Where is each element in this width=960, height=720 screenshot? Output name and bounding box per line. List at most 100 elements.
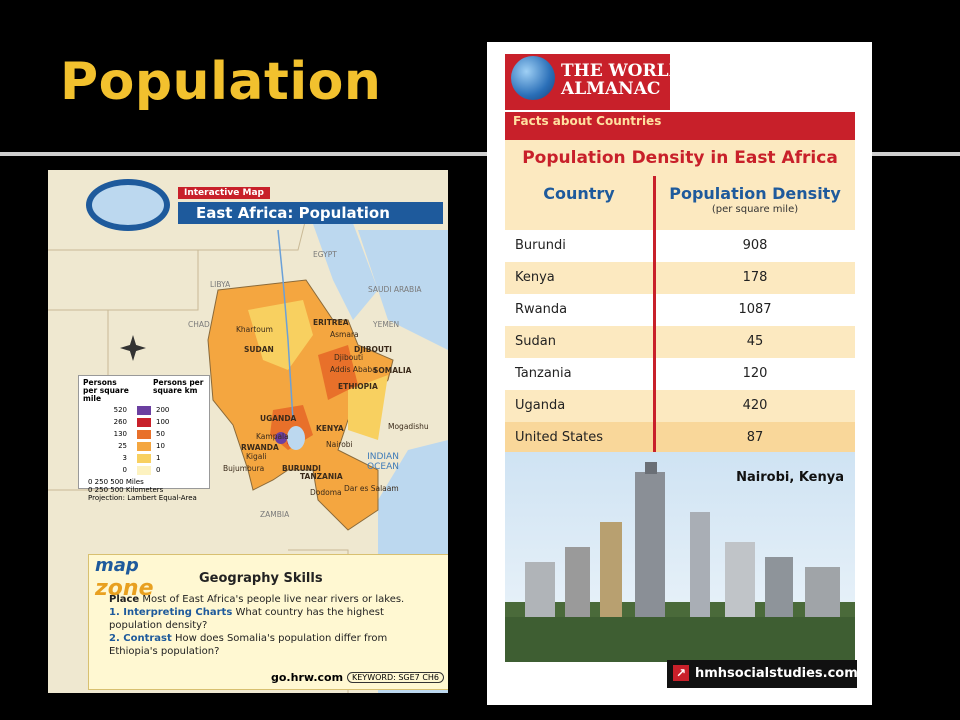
- table-row: United States 87: [505, 422, 855, 454]
- city-djibouti: Djibouti: [334, 353, 364, 362]
- q2-text: How does Somalia's population differ fro…: [109, 633, 388, 657]
- row-country: Tanzania: [515, 366, 572, 381]
- q1-text: What country has the highest population …: [109, 607, 384, 631]
- label-kenya: KENYA: [316, 424, 344, 433]
- mapzone-logo: map zone: [95, 555, 154, 601]
- legend-value-km: 50: [156, 430, 165, 438]
- map-footer-keyword: KEYWORD: SGE7 CH6: [347, 672, 445, 683]
- row-density: 908: [742, 238, 768, 253]
- legend-swatch: [137, 442, 151, 451]
- row-country: Sudan: [515, 334, 556, 349]
- label-yemen: YEMEN: [373, 320, 400, 329]
- scale-miles: 0 250 500 Miles: [88, 478, 144, 486]
- legend-value-km: 0: [156, 466, 161, 474]
- mapzone-box: map zone Geography Skills Place Most of E…: [88, 554, 448, 669]
- col-country: Country: [543, 184, 615, 203]
- almanac-subtitle: Facts about Countries: [505, 112, 855, 130]
- map-scale: 0 250 500 Miles 0 250 500 Kilometers Pro…: [88, 478, 197, 502]
- city-addis-ababa: Addis Ababa: [330, 365, 377, 374]
- almanac-brand: THE WORLD ALMANAC: [561, 62, 683, 98]
- label-eritrea: ERITREA: [313, 318, 349, 327]
- label-chad: CHAD: [188, 320, 210, 329]
- mapzone-logo-top: map: [95, 555, 139, 576]
- scale-km: 0 250 500 Kilometers: [88, 486, 164, 494]
- legend-swatch: [137, 418, 151, 427]
- legend-swatch: [137, 466, 151, 475]
- globe-icon: [511, 56, 555, 100]
- legend-value-mile: 25: [118, 442, 127, 450]
- row-country: United States: [515, 430, 604, 445]
- city-nairobi: Nairobi: [326, 440, 353, 449]
- row-density: 1087: [738, 302, 772, 317]
- map-panel: Interactive Map East Africa: Population …: [48, 170, 448, 693]
- legend-header-km: Persons per square km: [153, 378, 204, 395]
- map-legend: Persons per square mile Persons per squa…: [78, 375, 210, 489]
- row-country: Kenya: [515, 270, 555, 285]
- label-zambia: ZAMBIA: [260, 510, 290, 519]
- label-burundi: BURUNDI: [282, 464, 321, 473]
- almanac-footer-url[interactable]: hmhsocialstudies.com: [695, 666, 858, 681]
- almanac-bar: [505, 130, 855, 140]
- city-kampala: Kampala: [256, 432, 289, 441]
- almanac-footer: ↗ hmhsocialstudies.com: [667, 660, 858, 688]
- map-footer: go.hrw.com KEYWORD: SGE7 CH6: [88, 667, 448, 690]
- city-mogadishu: Mogadishu: [388, 422, 429, 431]
- place-text: Most of East Africa's people live near r…: [142, 594, 405, 605]
- row-density: 87: [746, 430, 764, 445]
- q1-label: 1. Interpreting Charts: [109, 607, 233, 618]
- label-egypt: EGYPT: [313, 250, 337, 259]
- label-somalia: SOMALIA: [373, 366, 412, 375]
- legend-swatch: [137, 430, 151, 439]
- table-row: Rwanda 1087: [505, 294, 855, 326]
- row-density: 178: [742, 270, 768, 285]
- label-rwanda: RWANDA: [241, 443, 279, 452]
- label-djibouti: DJIBOUTI: [354, 345, 392, 354]
- table-header: Country Population Density (per square m…: [505, 176, 855, 230]
- mapzone-logo-bottom: zone: [95, 576, 154, 601]
- almanac-brand-bottom: ALMANAC: [561, 79, 661, 99]
- place-label: Place: [109, 594, 140, 605]
- slide-title: Population: [60, 52, 382, 112]
- q2-label: 2. Contrast: [109, 633, 172, 644]
- row-density: 45: [746, 334, 764, 349]
- city-bujumbura: Bujumbura: [223, 464, 265, 473]
- map-footer-url[interactable]: go.hrw.com: [271, 671, 344, 684]
- city-dodoma: Dodoma: [310, 488, 342, 497]
- legend-value-mile: 260: [113, 418, 127, 426]
- almanac-brand-top: THE WORLD: [561, 61, 684, 81]
- table-title: Population Density in East Africa: [505, 140, 855, 176]
- legend-value-km: 1: [156, 454, 161, 462]
- interactive-map-tag: Interactive Map: [178, 187, 270, 199]
- row-country: Burundi: [515, 238, 566, 253]
- label-sudan: SUDAN: [244, 345, 274, 354]
- legend-header-mile: Persons per square mile: [83, 378, 129, 403]
- table-row: Tanzania 120: [505, 358, 855, 390]
- legend-value-km: 200: [156, 406, 170, 414]
- row-density: 420: [742, 398, 768, 413]
- label-libya: LIBYA: [210, 280, 231, 289]
- city-kigali: Kigali: [246, 452, 267, 461]
- table-row: Burundi 908: [505, 230, 855, 262]
- table-row: Uganda 420: [505, 390, 855, 422]
- row-country: Rwanda: [515, 302, 568, 317]
- row-country: Uganda: [515, 398, 566, 413]
- legend-value-km: 10: [156, 442, 165, 450]
- table-row: Kenya 178: [505, 262, 855, 294]
- city-khartoum: Khartoum: [236, 325, 273, 334]
- col-density-sub: (per square mile): [711, 204, 799, 215]
- label-ethiopia: ETHIOPIA: [338, 382, 378, 391]
- skills-text: Place Most of East Africa's people live …: [109, 593, 439, 658]
- table-row: Sudan 45: [505, 326, 855, 358]
- row-density: 120: [742, 366, 768, 381]
- ocean-label: INDIAN OCEAN: [367, 452, 399, 472]
- label-saudi-arabia: SAUDI ARABIA: [368, 285, 422, 294]
- table-divider: [653, 176, 656, 452]
- almanac-header: THE WORLD ALMANAC Facts about Countries: [487, 42, 872, 140]
- legend-value-mile: 0: [122, 466, 127, 474]
- nairobi-photo: [505, 452, 855, 662]
- arrow-icon: ↗: [673, 665, 689, 681]
- city-asmara: Asmara: [330, 330, 359, 339]
- legend-value-mile: 3: [122, 454, 127, 462]
- legend-value-mile: 130: [113, 430, 127, 438]
- legend-value-mile: 520: [113, 406, 127, 414]
